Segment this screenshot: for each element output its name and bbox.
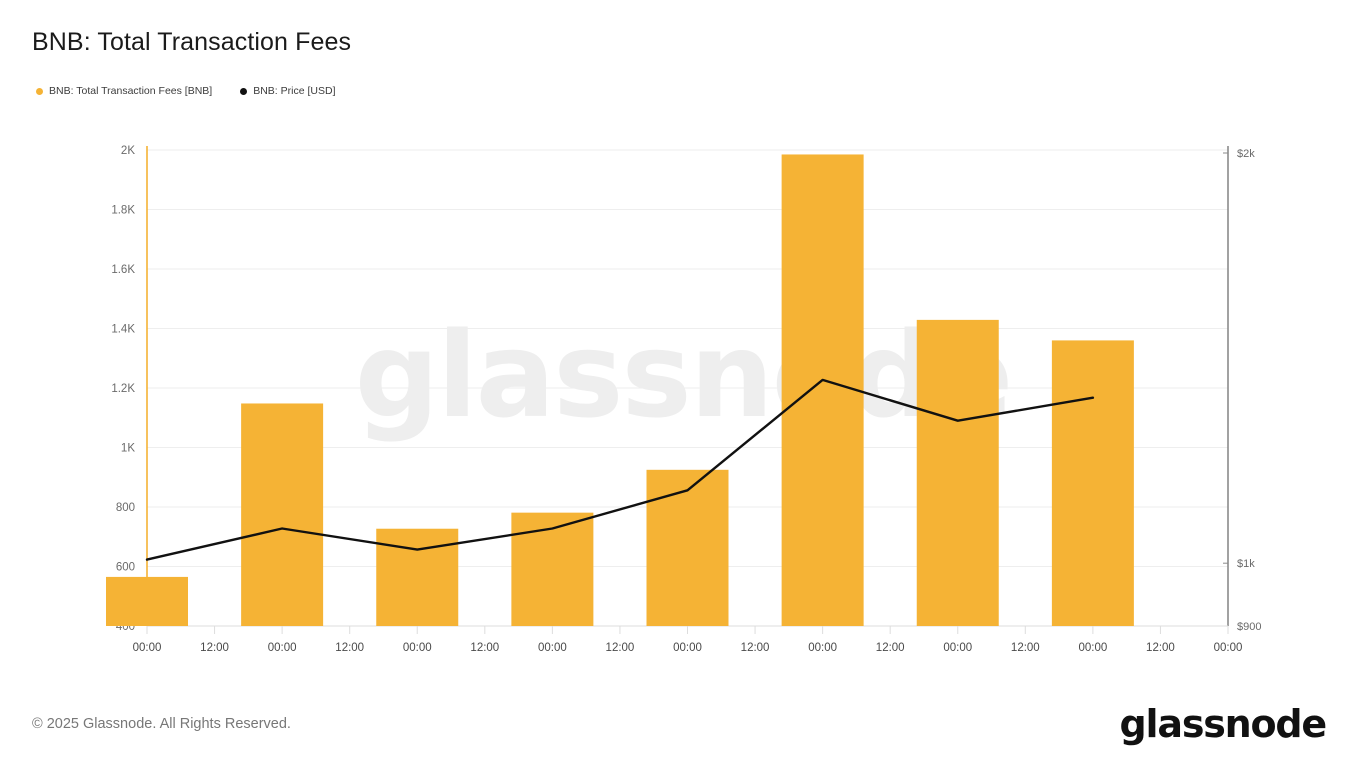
chart-svg: 4006008001K1.2K1.4K1.6K1.8K2K$900$1k$2k0… <box>106 145 1261 654</box>
footer-copyright: © 2025 Glassnode. All Rights Reserved. <box>32 716 291 732</box>
x-axis-tick-label: 00:00 <box>133 642 162 654</box>
x-axis-tick-label: 12:00 <box>200 642 229 654</box>
x-axis-tick-label: 00:00 <box>1214 642 1243 654</box>
x-axis-tick-label: 12:00 <box>606 642 635 654</box>
bar[interactable] <box>241 403 324 626</box>
y-axis-left-tick-label: 1K <box>121 443 135 455</box>
y-axis-right-tick-label: $1k <box>1237 558 1255 570</box>
y-axis-right-tick-label: $2k <box>1237 148 1255 160</box>
legend-item-price[interactable]: BNB: Price [USD] <box>240 85 336 97</box>
y-axis-left-tick-label: 600 <box>116 562 135 574</box>
bar[interactable] <box>916 319 999 626</box>
bar[interactable] <box>1051 340 1134 626</box>
x-axis-tick-label: 00:00 <box>538 642 567 654</box>
x-axis-tick-label: 12:00 <box>1146 642 1175 654</box>
x-axis-tick-label: 00:00 <box>268 642 297 654</box>
y-axis-right-tick-label: $900 <box>1237 621 1261 633</box>
dot-icon <box>36 87 43 95</box>
dot-icon <box>240 87 248 95</box>
chart-plot-area[interactable]: glassnode 400 600 800 1K 1.2K 1.4K 1.6K 1.8K 2K $… <box>0 0 1366 700</box>
x-axis-tick-label: 12:00 <box>335 642 364 654</box>
page-title: BNB: Total Transaction Fees <box>32 28 352 56</box>
price-line[interactable] <box>145 378 1095 561</box>
bar[interactable] <box>106 576 188 626</box>
chart-legend: BNB: Total Transaction Fees [BNB] BNB: P… <box>36 85 336 97</box>
y-axis-left-tick-label: 2K <box>121 145 135 157</box>
y-axis-left-tick-label: 1.4K <box>111 324 135 336</box>
bar[interactable] <box>376 528 459 626</box>
legend-label-fees: BNB: Total Transaction Fees [BNB] <box>49 85 213 97</box>
x-axis-tick-label: 00:00 <box>943 642 972 654</box>
y-axis-left-tick-label: 1.8K <box>111 205 135 217</box>
y-axis-left-tick-label: 1.2K <box>111 383 135 395</box>
x-axis-tick-label: 12:00 <box>470 642 499 654</box>
bar[interactable] <box>511 512 594 626</box>
glassnode-logo: glassnode <box>1119 702 1328 746</box>
legend-item-fees[interactable]: BNB: Total Transaction Fees [BNB] <box>36 85 212 97</box>
y-axis-left-tick-label: 800 <box>116 502 135 514</box>
x-axis-tick-label: 00:00 <box>808 642 837 654</box>
legend-label-price: BNB: Price [USD] <box>253 85 336 97</box>
x-axis-tick-label: 12:00 <box>1011 642 1040 654</box>
x-axis-tick-label: 12:00 <box>876 642 905 654</box>
x-axis-tick-label: 00:00 <box>673 642 702 654</box>
x-axis-tick-label: 00:00 <box>1078 642 1107 654</box>
y-axis-left-tick-label: 1.6K <box>111 264 135 276</box>
x-axis-tick-label: 12:00 <box>741 642 770 654</box>
bar[interactable] <box>781 154 864 626</box>
bar[interactable] <box>646 469 729 626</box>
x-axis-tick-label: 00:00 <box>403 642 432 654</box>
